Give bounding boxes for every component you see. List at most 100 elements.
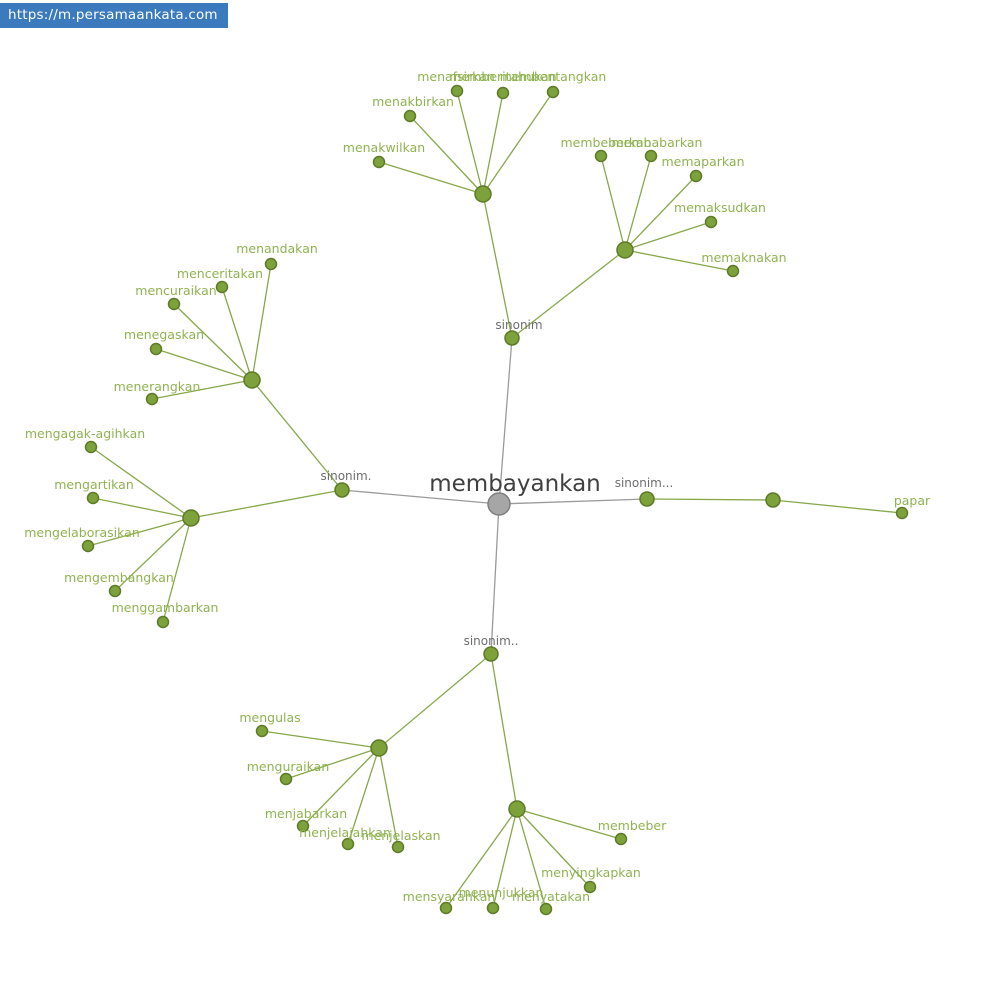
node-sinonim-top[interactable]	[504, 330, 520, 346]
node-hub7-hub[interactable]	[508, 800, 526, 818]
node-memaknakan[interactable]	[726, 264, 740, 278]
node-menjelaskan[interactable]	[391, 840, 405, 854]
label-memaparkan[interactable]: memaparkan	[661, 154, 744, 169]
node-mengelaborasikan[interactable]	[81, 539, 95, 553]
node-hub4-hub[interactable]	[182, 509, 200, 527]
edge-hub7-menunjukkan	[492, 808, 518, 909]
edge-hub2-memaksudkan	[624, 221, 712, 251]
label-membeber[interactable]: membeber	[598, 818, 667, 833]
edge-hub2-memaknakan	[624, 249, 734, 272]
node-membeber[interactable]	[614, 832, 628, 846]
node-menerangkan[interactable]	[145, 392, 159, 406]
label-menceritakan[interactable]: menceritakan	[177, 266, 263, 281]
edge-sinonim-bottom-hub6	[378, 653, 492, 749]
node-mengagak-agihkan[interactable]	[84, 440, 98, 454]
label-menakbirkan[interactable]: menakbirkan	[372, 94, 454, 109]
label-menggambarkan[interactable]: menggambarkan	[112, 600, 219, 615]
edge-hub2-membeberkan	[600, 155, 626, 251]
node-membabarkan[interactable]	[644, 149, 658, 163]
node-membentangkan[interactable]	[546, 85, 560, 99]
edge-hub3-menerangkan	[151, 379, 253, 400]
node-sinonim-bottom[interactable]	[483, 646, 499, 662]
node-menggambarkan[interactable]	[156, 615, 170, 629]
node-hub3-hub[interactable]	[243, 371, 261, 389]
node-center[interactable]	[487, 492, 511, 516]
label-membeberkan[interactable]: membeberkan	[560, 135, 651, 150]
node-menakwilkan[interactable]	[372, 155, 386, 169]
label-mengembangkan[interactable]: mengembangkan	[64, 570, 174, 585]
node-memberitahukan[interactable]	[496, 86, 510, 100]
label-membentangkan[interactable]: membentangkan	[500, 69, 607, 84]
edge-center-sinonim-right	[498, 498, 648, 505]
node-hub5-hub[interactable]	[765, 492, 781, 508]
node-hub2-hub[interactable]	[616, 241, 634, 259]
label-menjelaskan[interactable]: menjelaskan	[361, 828, 440, 843]
node-menjabarkan[interactable]	[296, 819, 310, 833]
label-memberitahukan[interactable]: memberitahukan	[449, 69, 556, 84]
node-memaparkan[interactable]	[689, 169, 703, 183]
url-bar[interactable]: https://m.persamaankata.com	[0, 3, 228, 28]
label-mengagak-agihkan[interactable]: mengagak-agihkan	[25, 426, 145, 441]
label-memaknakan[interactable]: memaknakan	[701, 250, 786, 265]
node-menjelajahkan[interactable]	[341, 837, 355, 851]
label-sinonim-left[interactable]: sinonim.	[321, 469, 372, 483]
node-mengembangkan[interactable]	[108, 584, 122, 598]
label-center[interactable]: membayankan	[429, 471, 601, 497]
node-menyatakan[interactable]	[539, 902, 553, 916]
node-membeberkan[interactable]	[594, 149, 608, 163]
label-sinonim-bottom[interactable]: sinonim..	[464, 634, 519, 648]
label-mencuraikan[interactable]: mencuraikan	[135, 283, 216, 298]
node-menguraikan[interactable]	[279, 772, 293, 786]
edge-hub2-membabarkan	[624, 155, 652, 251]
edge-hub2-memaparkan	[624, 175, 697, 251]
edge-hub4-menggambarkan	[162, 517, 192, 623]
label-papar[interactable]: papar	[894, 493, 931, 508]
label-menafsirkan[interactable]: menafsirkan	[417, 69, 495, 84]
label-menakwilkan[interactable]: menakwilkan	[343, 140, 425, 155]
label-menjabarkan[interactable]: menjabarkan	[265, 806, 347, 821]
label-sinonim-right[interactable]: sinonim...	[615, 476, 674, 490]
edge-hub6-mengulas	[261, 730, 380, 749]
edge-center-sinonim-left	[341, 489, 500, 505]
edge-hub4-mengembangkan	[114, 517, 192, 592]
label-mensyarahkan[interactable]: mensyarahkan	[403, 889, 496, 904]
edge-sinonim-right-hub5	[646, 498, 774, 501]
label-memaksudkan[interactable]: memaksudkan	[674, 200, 766, 215]
edge-sinonim-top-hub2	[511, 249, 626, 339]
node-memaksudkan[interactable]	[704, 215, 718, 229]
node-mengulas[interactable]	[255, 724, 269, 738]
label-mengulas[interactable]: mengulas	[239, 710, 300, 725]
node-menegaskan[interactable]	[149, 342, 163, 356]
label-menunjukkan[interactable]: menunjukkan	[459, 885, 544, 900]
edge-hub7-menyatakan	[516, 808, 547, 910]
node-mengartikan[interactable]	[86, 491, 100, 505]
node-menunjukkan[interactable]	[486, 901, 500, 915]
label-menguraikan[interactable]: menguraikan	[247, 759, 330, 774]
label-sinonim-top[interactable]: sinonim	[495, 318, 542, 332]
node-menyingkapkan[interactable]	[583, 880, 597, 894]
node-menceritakan[interactable]	[215, 280, 229, 294]
node-mensyarahkan[interactable]	[439, 901, 453, 915]
label-menandakan[interactable]: menandakan	[236, 241, 318, 256]
node-hub6-hub[interactable]	[370, 739, 388, 757]
label-menyingkapkan[interactable]: menyingkapkan	[541, 865, 641, 880]
node-sinonim-left[interactable]	[334, 482, 350, 498]
label-menerangkan[interactable]: menerangkan	[114, 379, 201, 394]
label-menyatakan[interactable]: menyatakan	[512, 889, 590, 904]
node-menafsirkan[interactable]	[450, 84, 464, 98]
node-sinonim-right[interactable]	[639, 491, 655, 507]
node-mencuraikan[interactable]	[167, 297, 181, 311]
edge-hub3-menceritakan	[221, 286, 253, 381]
label-mengartikan[interactable]: mengartikan	[54, 477, 134, 492]
label-membabarkan[interactable]: membabarkan	[612, 135, 703, 150]
edge-hub1-membentangkan	[482, 91, 554, 195]
label-menjelajahkan[interactable]: menjelajahkan	[299, 825, 391, 840]
node-menandakan[interactable]	[264, 257, 278, 271]
label-menegaskan[interactable]: menegaskan	[124, 327, 204, 342]
node-menakbirkan[interactable]	[403, 109, 417, 123]
label-mengelaborasikan[interactable]: mengelaborasikan	[24, 525, 140, 540]
node-hub1-hub[interactable]	[474, 185, 492, 203]
node-papar[interactable]	[895, 506, 909, 520]
